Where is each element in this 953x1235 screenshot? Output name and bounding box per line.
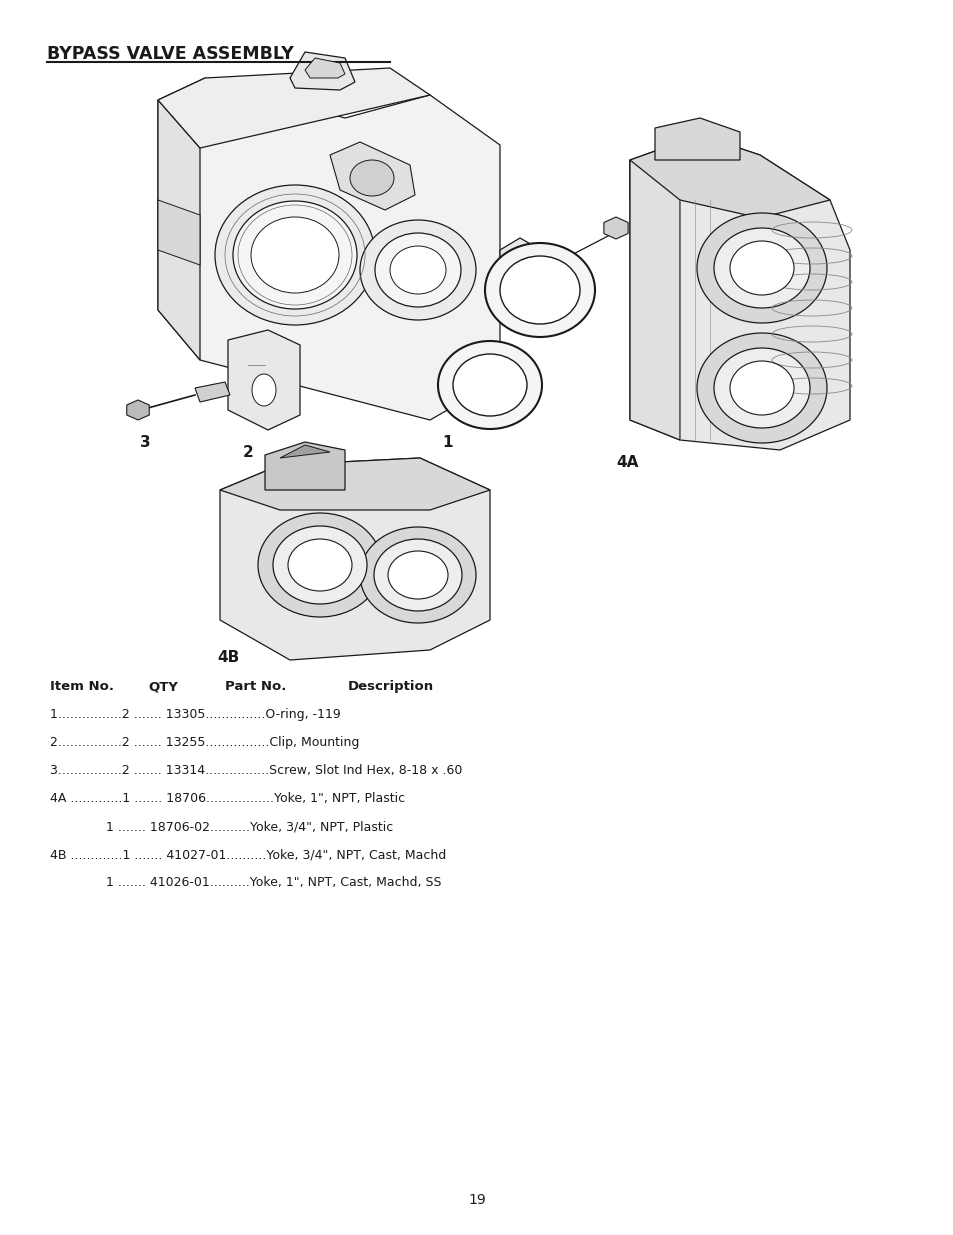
Polygon shape — [158, 200, 200, 266]
Polygon shape — [629, 135, 849, 450]
Ellipse shape — [233, 201, 356, 309]
Ellipse shape — [729, 241, 793, 295]
Ellipse shape — [697, 212, 826, 324]
Ellipse shape — [713, 228, 809, 308]
Polygon shape — [220, 458, 490, 510]
Polygon shape — [127, 400, 149, 420]
Text: 4B: 4B — [216, 650, 239, 664]
Text: 2: 2 — [242, 445, 253, 459]
Text: Part No.: Part No. — [225, 680, 286, 693]
Polygon shape — [158, 68, 430, 148]
Ellipse shape — [729, 361, 793, 415]
Ellipse shape — [390, 246, 446, 294]
Ellipse shape — [499, 256, 579, 324]
Ellipse shape — [697, 333, 826, 443]
Ellipse shape — [484, 243, 595, 337]
Polygon shape — [629, 135, 829, 219]
Text: 3................2 ....... 13314................Screw, Slot Ind Hex, 8-18 x .60: 3................2 ....... 13314........… — [50, 764, 462, 777]
Polygon shape — [655, 119, 740, 161]
Polygon shape — [220, 458, 490, 659]
Ellipse shape — [359, 220, 476, 320]
Text: 3: 3 — [139, 435, 151, 450]
Text: QTY: QTY — [148, 680, 177, 693]
Ellipse shape — [359, 527, 476, 622]
Text: 4A: 4A — [617, 454, 639, 471]
Ellipse shape — [374, 538, 461, 611]
Text: 1................2 ....... 13305...............O-ring, -119: 1................2 ....... 13305........… — [50, 708, 340, 721]
Text: 4A .............1 ....... 18706.................Yoke, 1", NPT, Plastic: 4A .............1 ....... 18706.........… — [50, 792, 405, 805]
Polygon shape — [280, 445, 330, 458]
Polygon shape — [305, 58, 345, 78]
Polygon shape — [629, 161, 679, 440]
Polygon shape — [265, 442, 345, 490]
Ellipse shape — [375, 233, 460, 308]
Text: 19: 19 — [468, 1193, 485, 1207]
Polygon shape — [158, 100, 200, 359]
Ellipse shape — [288, 538, 352, 592]
Ellipse shape — [453, 354, 526, 416]
Ellipse shape — [273, 526, 367, 604]
Ellipse shape — [516, 258, 539, 288]
Ellipse shape — [257, 513, 381, 618]
Ellipse shape — [214, 185, 375, 325]
Text: 1: 1 — [442, 435, 453, 450]
Polygon shape — [330, 142, 415, 210]
Text: 1 ....... 41026-01..........Yoke, 1", NPT, Cast, Machd, SS: 1 ....... 41026-01..........Yoke, 1", NP… — [50, 876, 441, 889]
Text: Description: Description — [348, 680, 434, 693]
Ellipse shape — [350, 161, 394, 196]
Polygon shape — [499, 238, 558, 308]
Ellipse shape — [388, 551, 448, 599]
Polygon shape — [158, 78, 499, 420]
Ellipse shape — [252, 374, 275, 406]
Text: Item No.: Item No. — [50, 680, 113, 693]
Polygon shape — [228, 330, 299, 430]
Polygon shape — [603, 217, 627, 240]
Text: BYPASS VALVE ASSEMBLY: BYPASS VALVE ASSEMBLY — [47, 44, 294, 63]
Ellipse shape — [437, 341, 541, 429]
Ellipse shape — [713, 348, 809, 429]
Polygon shape — [194, 382, 230, 403]
Text: 2................2 ....... 13255................Clip, Mounting: 2................2 ....... 13255........… — [50, 736, 359, 748]
Polygon shape — [290, 52, 355, 90]
Text: 1 ....... 18706-02..........Yoke, 3/4", NPT, Plastic: 1 ....... 18706-02..........Yoke, 3/4", … — [50, 820, 393, 832]
Text: 4B .............1 ....... 41027-01..........Yoke, 3/4", NPT, Cast, Machd: 4B .............1 ....... 41027-01......… — [50, 848, 446, 861]
Ellipse shape — [251, 217, 338, 293]
